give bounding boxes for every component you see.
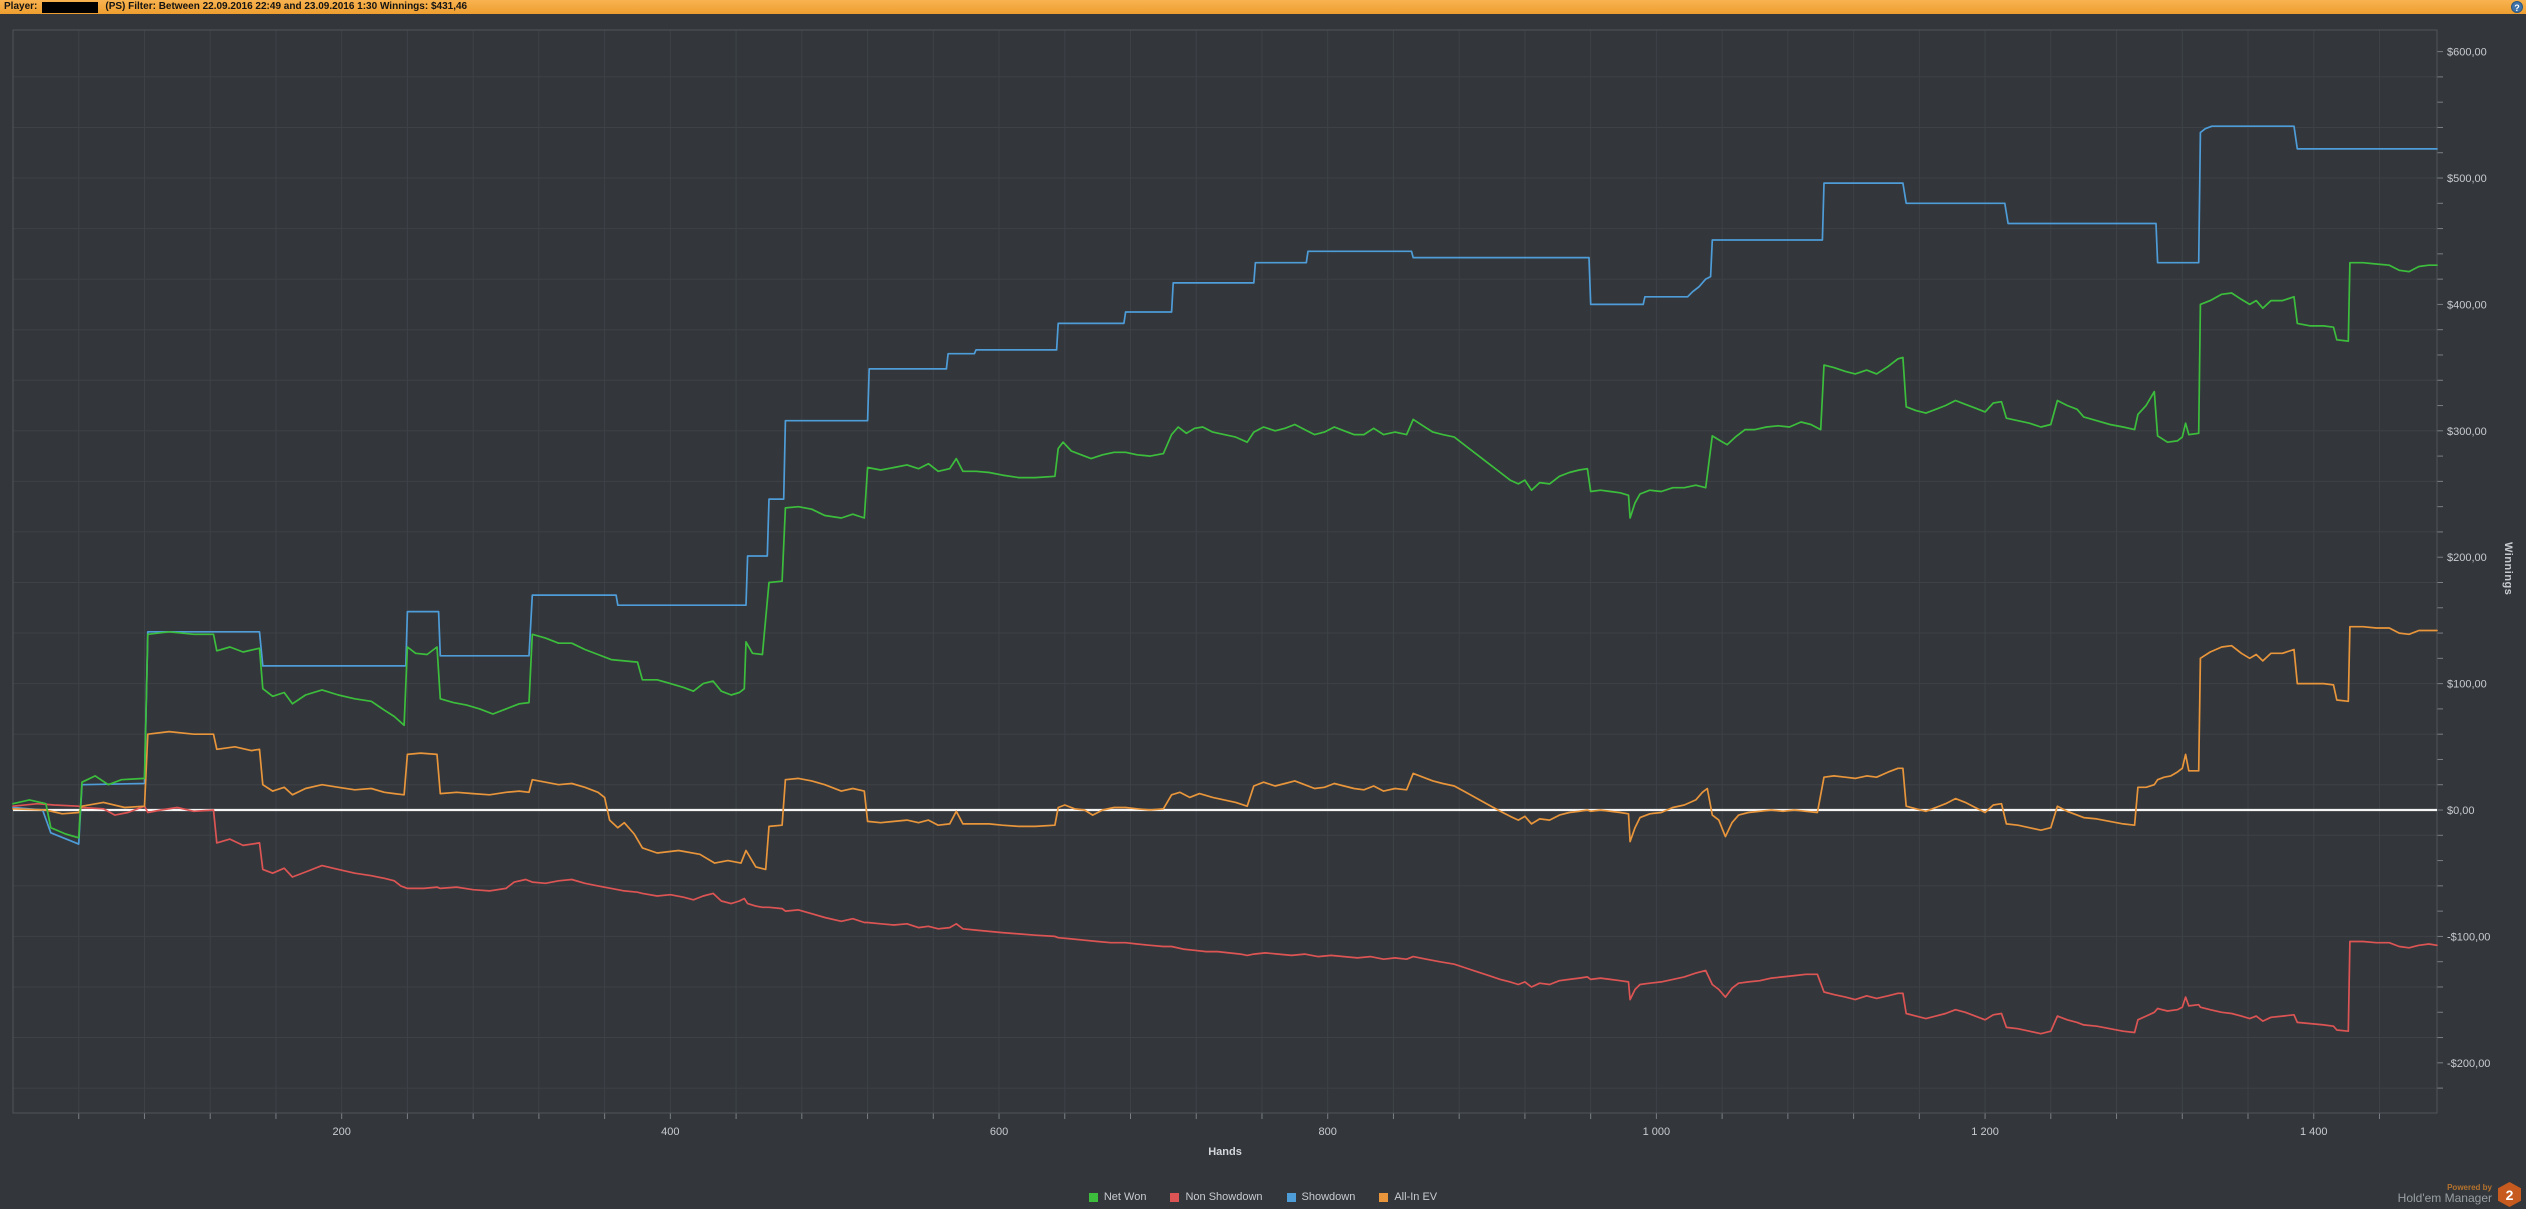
y-axis-title: Winnings: [2502, 542, 2514, 596]
legend-item-showdown[interactable]: Showdown: [1286, 1191, 1356, 1203]
y-tick-label: $300,00: [2447, 426, 2487, 438]
y-tick-label: $600,00: [2447, 47, 2487, 59]
title-bar: Player: (PS) Filter: Between 22.09.2016 …: [0, 0, 2526, 14]
hm2-logo-icon: 2: [2498, 1182, 2521, 1207]
x-tick-label: 800: [1319, 1126, 1337, 1138]
branding: Powered by Hold'em Manager 2: [2398, 1182, 2521, 1207]
legend-swatch-net-won: [1088, 1192, 1098, 1202]
powered-by-label: Powered by: [2447, 1183, 2492, 1192]
player-label: Player:: [4, 1, 38, 12]
series-line-all-in-ev: [12, 625, 2438, 871]
plot-border: [12, 29, 2438, 1114]
filter-text: (PS) Filter: Between 22.09.2016 22:49 an…: [105, 1, 468, 12]
y-tick-label: $400,00: [2447, 299, 2487, 311]
y-tick-label: -$100,00: [2447, 931, 2490, 943]
y-tick-label: $500,00: [2447, 173, 2487, 185]
x-tick-label: 400: [661, 1126, 679, 1138]
x-tick-label: 1 200: [1971, 1126, 1999, 1138]
legend-swatch-non-showdown: [1170, 1192, 1180, 1202]
x-tick-label: 200: [332, 1126, 350, 1138]
x-tick-label: 1 000: [1643, 1126, 1671, 1138]
legend-item-non-showdown[interactable]: Non Showdown: [1170, 1191, 1263, 1203]
legend-item-all-in-ev[interactable]: All-In EV: [1379, 1191, 1437, 1203]
series-line-showdown: [12, 125, 2438, 845]
legend-label: All-In EV: [1394, 1191, 1438, 1203]
y-tick-label: $0,00: [2447, 805, 2475, 817]
y-tick-label: $100,00: [2447, 679, 2487, 691]
x-tick-label: 600: [990, 1126, 1008, 1138]
legend: Net Won Non Showdown Showdown All-In EV: [0, 1191, 2526, 1203]
y-tick-label: $200,00: [2447, 552, 2487, 564]
help-icon[interactable]: ?: [2511, 1, 2523, 13]
y-tick-label: -$200,00: [2447, 1058, 2490, 1070]
legend-label: Showdown: [1301, 1191, 1356, 1203]
app-name-label: Hold'em Manager: [2397, 1191, 2492, 1206]
player-name-redacted: [42, 1, 99, 13]
x-axis-title: Hands: [1208, 1146, 1242, 1158]
legend-swatch-showdown: [1286, 1192, 1296, 1202]
legend-swatch-all-in-ev: [1379, 1192, 1389, 1202]
legend-label: Net Won: [1103, 1191, 1147, 1203]
legend-label: Non Showdown: [1185, 1191, 1263, 1203]
legend-item-net-won[interactable]: Net Won: [1088, 1191, 1147, 1203]
x-tick-label: 1 400: [2300, 1126, 2328, 1138]
series-line-net-won: [12, 261, 2438, 839]
series-line-non-showdown: [12, 802, 2438, 1035]
